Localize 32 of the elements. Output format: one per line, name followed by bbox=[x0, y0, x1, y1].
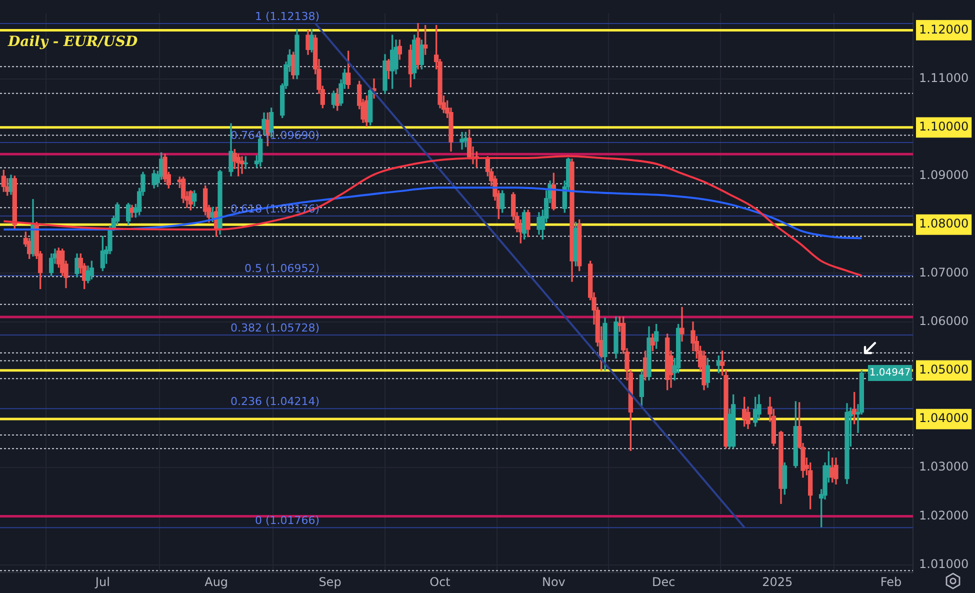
candlestick bbox=[680, 306, 684, 342]
x-tick-label: Aug bbox=[204, 574, 228, 589]
x-tick-label: Jul bbox=[94, 574, 110, 589]
y-tick-label: 1.08000 bbox=[919, 216, 969, 231]
y-tick-label: 1.02000 bbox=[919, 508, 969, 522]
x-tick-label: Dec bbox=[652, 574, 676, 589]
y-tick-label: 1.11000 bbox=[919, 70, 969, 85]
y-tick-label: 1.03000 bbox=[919, 460, 969, 474]
text: Daily - EUR/USD bbox=[8, 34, 138, 50]
y-tick-label: 1.10000 bbox=[919, 120, 969, 134]
ref-line-label: 0.236 (1.04214) bbox=[230, 394, 320, 408]
x-tick-label: Sep bbox=[318, 574, 342, 589]
y-tick-label: 1.05000 bbox=[919, 362, 969, 377]
y-tick-label: 1.01000 bbox=[919, 556, 969, 571]
ref-line-label: 0.382 (1.05728) bbox=[230, 321, 320, 334]
candlestick bbox=[460, 132, 464, 150]
y-tick-label: 1.06000 bbox=[919, 314, 969, 328]
x-tick-label: Feb bbox=[880, 574, 902, 589]
line-series bbox=[2, 155, 863, 277]
y-tick-label: 1.12000 bbox=[919, 22, 969, 36]
annotation: 1.04947 bbox=[869, 368, 911, 379]
y-tick-label: 1.04000 bbox=[919, 411, 969, 426]
x-tick-label: Nov bbox=[542, 574, 566, 589]
y-tick-label: 1.07000 bbox=[919, 265, 969, 280]
line-series bbox=[2, 186, 863, 240]
y-tick-label: 1.09000 bbox=[919, 168, 969, 182]
candlestick bbox=[240, 156, 244, 174]
ref-line-label: 1 (1.12138) bbox=[254, 10, 320, 23]
ref-line-label: 0.5 (1.06952) bbox=[244, 262, 320, 275]
ref-line-label: 0 (1.01766) bbox=[254, 514, 320, 527]
x-tick-label: 2025 bbox=[762, 574, 793, 589]
x-tick-label: Oct bbox=[430, 574, 451, 589]
